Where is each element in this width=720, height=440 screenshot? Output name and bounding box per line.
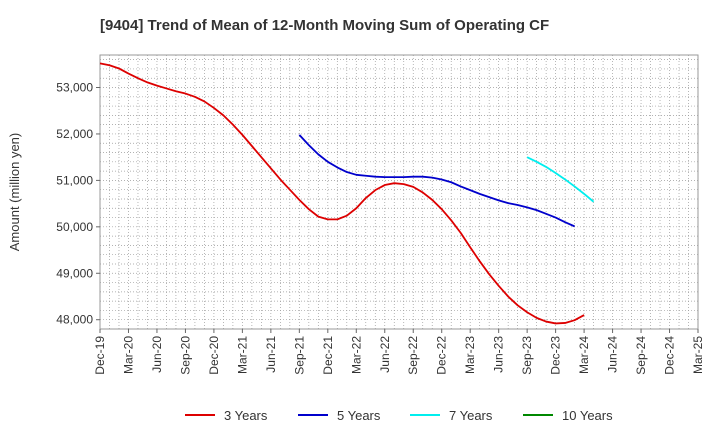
y-tick-label: 49,000 <box>56 266 93 280</box>
series-line-7-years <box>526 156 595 203</box>
y-tick-label: 48,000 <box>56 313 93 327</box>
x-tick-label: Dec-19 <box>93 336 107 375</box>
legend-label-10-years: 10 Years <box>562 408 613 423</box>
x-tick-label: Dec-23 <box>549 336 563 375</box>
x-tick-label: Mar-21 <box>235 336 249 374</box>
x-tick-label: Mar-25 <box>691 336 705 374</box>
chart-title: [9404] Trend of Mean of 12-Month Moving … <box>100 17 549 34</box>
x-tick-label: Sep-22 <box>406 336 420 375</box>
x-tick-label: Mar-23 <box>463 336 477 374</box>
x-tick-label: Jun-23 <box>492 336 506 373</box>
x-tick-label: Sep-23 <box>520 336 534 375</box>
y-tick-label: 52,000 <box>56 127 93 141</box>
x-tick-label: Jun-22 <box>378 336 392 373</box>
x-tick-label: Sep-21 <box>292 336 306 375</box>
x-tick-label: Sep-24 <box>634 336 648 375</box>
legend-label-7-years: 7 Years <box>449 408 493 423</box>
legend: 3 Years 5 Years 7 Years 10 Years <box>185 408 613 423</box>
x-tick-label: Jun-20 <box>150 336 164 373</box>
x-tick-label: Mar-24 <box>577 336 591 374</box>
y-axis-label: Amount (million yen) <box>7 133 22 252</box>
x-tick-label: Sep-20 <box>178 336 192 375</box>
x-tick-label: Dec-20 <box>207 336 221 375</box>
y-tick-label: 53,000 <box>56 81 93 95</box>
y-axis: 48,000 49,000 50,000 51,000 52,000 53,000 <box>56 81 100 327</box>
x-tick-label: Mar-20 <box>121 336 135 374</box>
x-tick-label: Dec-24 <box>663 336 677 375</box>
y-tick-label: 51,000 <box>56 173 93 187</box>
x-tick-label: Jun-21 <box>264 336 278 373</box>
series-line-3-years <box>99 62 585 325</box>
x-tick-label: Mar-22 <box>349 336 363 374</box>
x-tick-label: Dec-22 <box>435 336 449 375</box>
x-tick-label: Jun-24 <box>606 336 620 373</box>
x-axis: Dec-19 Mar-20 Jun-20 Sep-20 Dec-20 Mar-21 Jun-… <box>93 329 705 375</box>
plot-area <box>99 54 699 330</box>
series-lines <box>99 62 595 325</box>
legend-label-3-years: 3 Years <box>224 408 268 423</box>
grid <box>100 55 698 329</box>
x-tick-label: Dec-21 <box>321 336 335 375</box>
series-line-5-years <box>298 134 575 228</box>
y-tick-label: 50,000 <box>56 220 93 234</box>
legend-label-5-years: 5 Years <box>337 408 381 423</box>
